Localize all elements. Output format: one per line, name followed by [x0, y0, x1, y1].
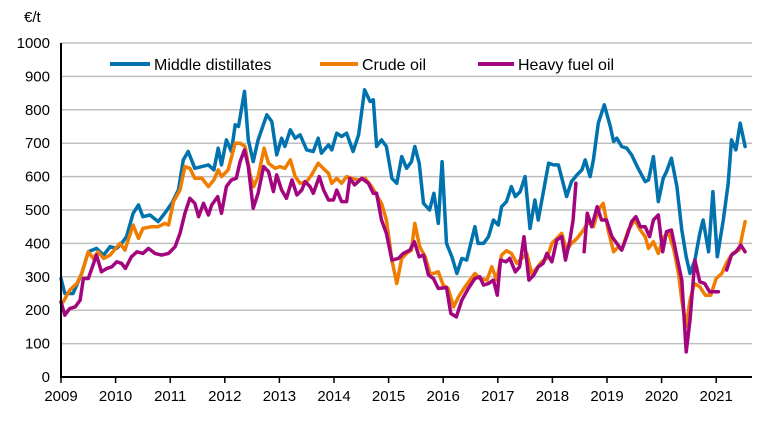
x-tick-label: 2012: [208, 388, 241, 405]
legend-label-heavy-fuel-oil: Heavy fuel oil: [518, 57, 614, 74]
y-tick-label: 200: [25, 302, 50, 319]
y-axis-unit-label: €/t: [24, 9, 42, 26]
x-tick-label: 2013: [263, 388, 296, 405]
series-lines: [59, 88, 747, 354]
series-line-middle-distillates: [59, 88, 747, 296]
y-tick-label: 400: [25, 235, 50, 252]
x-tick-label: 2011: [154, 388, 186, 405]
y-tick-label: 800: [25, 102, 50, 119]
y-tick-label: 600: [25, 169, 50, 186]
x-tick-label: 2018: [536, 388, 569, 405]
x-axis-ticks: 2009 2010 2011 2012 2013 2014 2015 2016 2017 2018…: [44, 377, 733, 405]
y-tick-label: 700: [25, 135, 50, 152]
x-tick-label: 2019: [590, 388, 623, 405]
y-axis-ticks: 0 100 200 300 400 500 600 700 800 900 1000: [17, 35, 50, 386]
gridlines: [61, 42, 752, 345]
x-tick-label: 2017: [481, 388, 514, 405]
y-tick-label: 100: [25, 336, 50, 353]
x-tick-label: 2010: [99, 388, 132, 405]
x-tick-label: 2009: [44, 388, 77, 405]
y-tick-label: 0: [42, 369, 50, 386]
y-tick-label: 900: [25, 68, 50, 85]
x-tick-label: 2021: [700, 388, 733, 405]
x-tick-label: 2015: [372, 388, 405, 405]
y-tick-label: 300: [25, 269, 50, 286]
x-tick-label: 2020: [645, 388, 678, 405]
legend: Middle distillates Crude oil Heavy fuel …: [110, 57, 614, 74]
series-line-heavy-fuel-oil: [59, 148, 747, 354]
x-tick-label: 2016: [427, 388, 460, 405]
legend-label-crude-oil: Crude oil: [362, 57, 426, 74]
x-tick-label: 2014: [317, 388, 350, 405]
y-tick-label: 500: [25, 202, 50, 219]
series-line-crude-oil: [59, 141, 747, 329]
legend-label-middle-distillates: Middle distillates: [154, 57, 271, 74]
y-tick-label: 1000: [17, 35, 50, 52]
